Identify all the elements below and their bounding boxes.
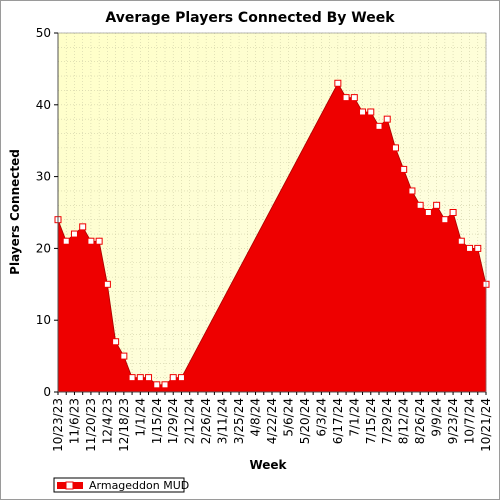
- y-tick-label: 10: [36, 313, 51, 327]
- y-tick-label: 20: [36, 241, 51, 255]
- x-tick-label: 9/9/24: [430, 398, 444, 437]
- data-point: [449, 209, 457, 216]
- data-point: [424, 209, 432, 216]
- x-tick-label: 11/20/23: [84, 398, 98, 452]
- x-tick-label: 6/17/24: [331, 398, 345, 444]
- y-tick-label: 0: [43, 385, 51, 399]
- data-point: [95, 237, 103, 245]
- data-point: [441, 216, 449, 224]
- series-markers: [54, 79, 490, 389]
- x-tick-label: 7/15/24: [364, 398, 378, 444]
- data-point: [350, 94, 358, 102]
- data-point: [62, 237, 70, 245]
- x-tick-label: 8/26/24: [413, 398, 427, 444]
- x-tick-label: 2/12/24: [183, 398, 197, 444]
- data-point: [400, 165, 408, 173]
- data-point: [375, 122, 383, 130]
- x-tick-label: 11/6/23: [67, 398, 81, 444]
- data-point: [120, 352, 128, 360]
- data-point: [136, 374, 144, 382]
- x-tick-label: 5/6/24: [281, 398, 295, 437]
- data-point: [474, 244, 482, 252]
- data-point: [112, 338, 120, 346]
- data-point: [334, 79, 342, 87]
- y-tick-label: 30: [36, 170, 51, 184]
- data-point: [433, 201, 441, 209]
- x-tick-label: 6/3/24: [314, 398, 328, 437]
- x-tick-label: 4/22/24: [265, 398, 279, 444]
- x-tick-label: 5/20/24: [298, 398, 312, 444]
- x-tick-label: 12/18/23: [117, 398, 131, 452]
- data-point: [367, 108, 375, 116]
- x-tick-label: 7/29/24: [380, 398, 394, 444]
- x-tick-label: 1/1/24: [133, 398, 147, 437]
- legend-box: [53, 477, 185, 493]
- x-tick-label: 3/11/24: [216, 398, 230, 444]
- data-point: [177, 374, 185, 382]
- y-tick-label: 50: [36, 26, 51, 40]
- x-tick-label: 12/4/23: [100, 398, 114, 444]
- legend-label: Armageddon MUD: [89, 479, 189, 492]
- x-tick-label: 1/29/24: [166, 398, 180, 444]
- x-tick-label: 3/25/24: [232, 398, 246, 444]
- x-axis-label: Week: [249, 458, 287, 472]
- x-tick-label: 8/12/24: [397, 398, 411, 444]
- x-tick-label: 1/15/24: [150, 398, 164, 444]
- data-point: [457, 237, 465, 245]
- legend: Armageddon MUD: [53, 477, 189, 493]
- data-point: [161, 381, 169, 389]
- data-point: [416, 201, 424, 209]
- data-point: [466, 244, 474, 252]
- chart-title: Average Players Connected By Week: [105, 10, 395, 26]
- x-tick-label: 10/21/24: [479, 398, 493, 452]
- data-point: [391, 144, 399, 152]
- data-point: [408, 187, 416, 195]
- data-point: [128, 374, 136, 382]
- x-tick-label: 2/26/24: [199, 398, 213, 444]
- data-point: [359, 108, 367, 116]
- x-tick-label: 10/7/24: [463, 398, 477, 444]
- y-tick-labels: 0 10 20 30 40 50: [36, 26, 51, 399]
- x-tick-label: 10/23/23: [51, 398, 65, 452]
- x-tick-label: 7/1/24: [347, 398, 361, 437]
- data-point: [342, 94, 350, 102]
- data-point: [153, 381, 161, 389]
- x-tick-label: 9/23/24: [446, 398, 460, 444]
- legend-marker: [65, 481, 74, 490]
- data-point: [169, 374, 177, 382]
- y-tick-label: 40: [36, 98, 51, 112]
- data-point: [103, 280, 111, 288]
- data-point: [145, 374, 153, 382]
- x-tick-labels: 10/23/23 11/6/23 11/20/23 12/4/23 12/18/23 1/…: [51, 398, 493, 452]
- data-point: [70, 230, 78, 238]
- y-axis-label: Players Connected: [8, 149, 22, 275]
- data-point: [87, 237, 95, 245]
- data-point: [383, 115, 391, 123]
- x-tick-label: 4/8/24: [249, 398, 263, 437]
- data-point: [79, 223, 87, 231]
- axes: [54, 32, 487, 395]
